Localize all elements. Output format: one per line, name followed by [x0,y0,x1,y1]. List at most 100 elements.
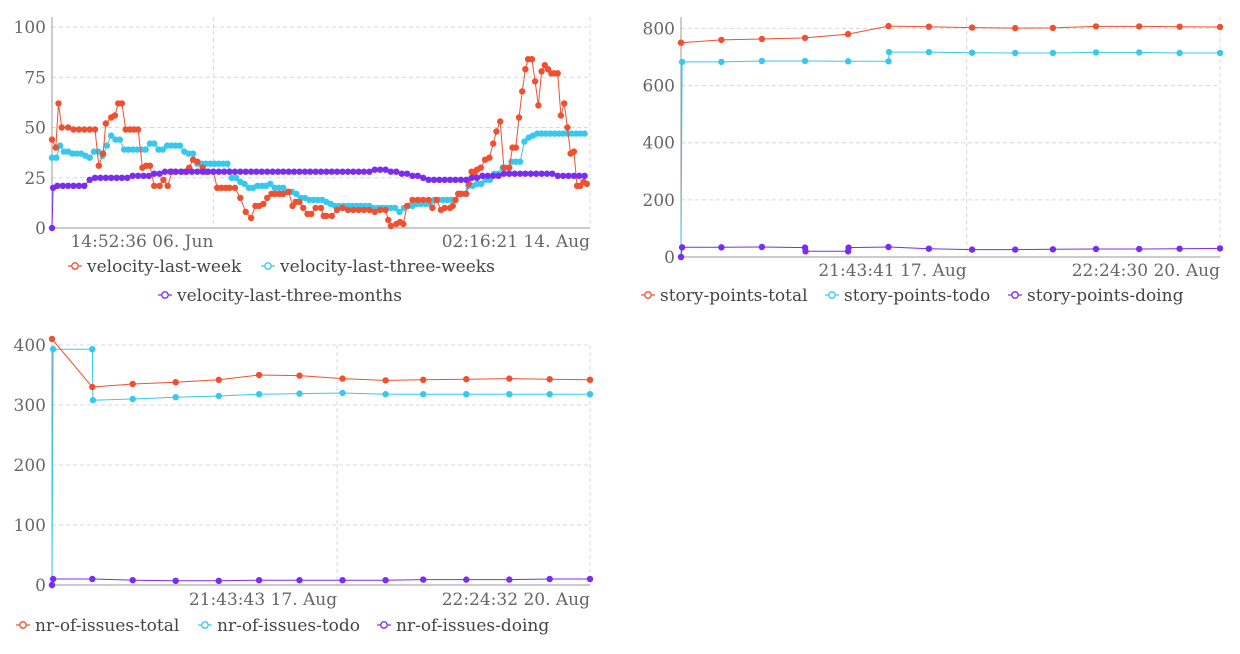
data-point [554,172,561,179]
data-point [1049,246,1057,253]
data-point [280,168,287,175]
series-nr-of-issues-doing [48,575,594,589]
data-point [844,30,852,38]
legend-item[interactable]: velocity-last-week [68,257,242,277]
data-point [420,196,427,204]
legend-item[interactable]: nr-of-issues-doing [377,616,549,636]
data-point [210,168,217,175]
data-point [382,166,389,173]
data-point [885,48,893,56]
data-point [925,48,933,56]
data-point [570,172,578,179]
data-point [463,576,470,583]
data-point [425,176,432,183]
data-point [86,176,93,183]
y-tick-label: 0 [35,219,46,239]
data-point [382,577,389,584]
x-tick-label: 22:24:32 20. Aug [442,590,590,610]
data-point [420,174,427,181]
data-point [215,376,222,383]
data-point [224,160,231,167]
data-point [172,394,179,401]
data-point [398,170,405,177]
data-point [1176,23,1183,30]
data-point [521,138,528,145]
data-point [350,168,357,175]
legend: nr-of-issues-total nr-of-issues-todo nr-of… [16,616,549,636]
data-point [677,39,685,46]
data-point [400,220,407,228]
data-point [134,172,142,179]
data-point [801,34,809,42]
data-point [382,206,389,214]
data-point [189,150,197,157]
data-point [522,170,529,177]
data-point [441,204,448,212]
data-point [241,180,248,187]
data-point [290,168,298,175]
data-point [188,168,196,175]
data-point [546,391,553,398]
data-point [528,56,536,63]
data-point [293,190,300,197]
data-point [382,377,389,384]
data-point [64,124,72,131]
data-point [172,577,179,584]
data-point [420,576,427,583]
legend-item[interactable]: story-points-total [641,286,808,306]
data-point [506,170,513,177]
data-point [968,49,976,56]
data-point [285,168,292,175]
data-point [103,142,111,149]
legend-label: velocity-last-three-months [176,286,402,306]
data-point [91,174,99,181]
data-point [463,376,470,383]
data-point [70,126,77,133]
data-point [477,164,484,171]
series-story-points-todo [677,48,1224,261]
legend-item[interactable]: story-points-todo [825,286,990,306]
data-point [360,206,368,214]
data-point [161,168,169,175]
series-line [51,348,590,586]
data-point [1176,49,1183,57]
data-point [108,132,115,139]
data-point [247,214,255,222]
y-tick-label: 100 [14,516,46,536]
data-point [414,196,421,204]
legend-marker-icon [828,291,836,299]
data-point [194,158,201,165]
legend-item[interactable]: velocity-last-three-weeks [261,257,495,277]
data-point [538,170,545,177]
legend-item[interactable]: velocity-last-three-months [158,286,402,306]
data-point [393,168,400,175]
data-point [242,168,249,175]
data-point [844,58,852,65]
data-point [565,172,572,179]
data-point [296,372,303,379]
data-point [564,124,571,131]
legend: story-points-total story-points-todo story… [641,286,1184,306]
data-point [403,170,411,177]
data-point [430,176,438,183]
legend-item[interactable]: nr-of-issues-todo [198,616,360,636]
data-point [463,190,470,197]
data-point [449,202,456,210]
chart-issues: 0 100 200 300 400 21:43:43 17. Aug 22:24:32 20… [14,335,594,636]
data-point [339,168,346,175]
data-point [519,88,526,95]
data-point [231,168,239,175]
legend-item[interactable]: story-points-doing [1008,286,1184,306]
data-point [52,144,59,151]
data-point [296,577,303,584]
legend-item[interactable]: nr-of-issues-total [16,616,179,636]
data-point [55,100,62,107]
data-point [301,168,309,175]
data-point [75,126,83,133]
data-point [134,126,142,133]
data-point [549,170,556,177]
data-point [511,170,518,177]
data-point [493,128,500,135]
data-point [328,168,335,175]
